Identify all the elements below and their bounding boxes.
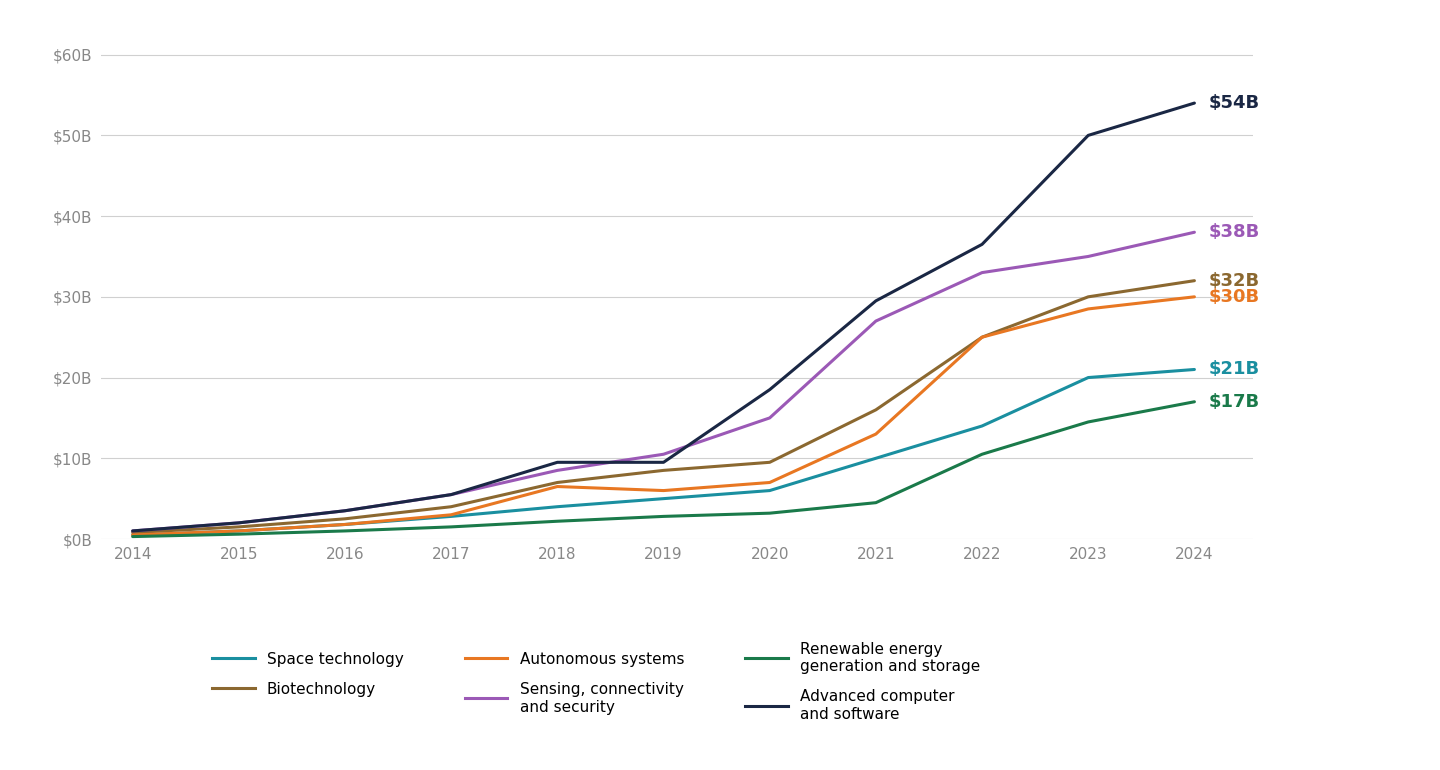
Text: $32B: $32B bbox=[1208, 272, 1260, 290]
Text: $30B: $30B bbox=[1208, 288, 1260, 306]
Text: $38B: $38B bbox=[1208, 223, 1260, 241]
Legend: Space technology, Biotechnology, Autonomous systems, Sensing, connectivity
and s: Space technology, Biotechnology, Autonom… bbox=[212, 641, 981, 721]
Text: $54B: $54B bbox=[1208, 94, 1260, 112]
Text: $21B: $21B bbox=[1208, 360, 1260, 379]
Text: $17B: $17B bbox=[1208, 393, 1260, 410]
